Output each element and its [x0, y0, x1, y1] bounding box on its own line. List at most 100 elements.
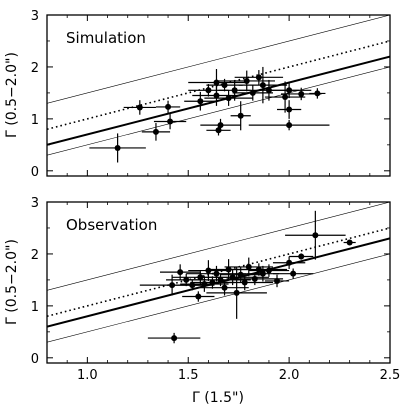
observation-point-marker: [237, 271, 244, 278]
simulation-data-point: [277, 100, 302, 119]
simulation-point-marker: [205, 87, 212, 94]
simulation-reference-line-solid-thick: [47, 55, 390, 146]
simulation-data-point: [155, 100, 181, 114]
observation-x-tick-label: 2.5: [380, 368, 401, 383]
observation-x-tick-label: 1.0: [77, 368, 98, 383]
simulation-point-marker: [282, 94, 289, 101]
simulation-point-marker: [136, 104, 143, 111]
observation-point-marker: [245, 263, 252, 270]
simulation-point-marker: [215, 127, 222, 134]
simulation-point-marker: [114, 144, 121, 151]
observation-point-marker: [312, 232, 319, 239]
simulation-point-marker: [298, 90, 305, 97]
observation-x-tick-label: 2.0: [279, 368, 300, 383]
simulation-axes-frame: [46, 14, 391, 177]
observation-data-point: [272, 268, 314, 279]
observation-point-marker: [346, 239, 353, 246]
simulation-reference-lines: [47, 15, 390, 156]
simulation-data-point: [123, 100, 156, 115]
simulation-y-tick-label: 1: [31, 113, 39, 128]
simulation-data-point: [89, 133, 146, 163]
observation-x-tick-label: 1.5: [178, 368, 199, 383]
observation-point-marker: [259, 270, 266, 277]
observation-y-tick-label: 1: [31, 300, 39, 315]
observation-data-point: [285, 210, 346, 260]
observation-point-marker: [265, 267, 272, 274]
simulation-point-marker: [213, 92, 220, 99]
simulation-point-marker: [255, 74, 262, 81]
simulation-panel-title: Simulation: [66, 29, 146, 47]
simulation-data-point: [218, 70, 275, 92]
simulation-point-marker: [225, 95, 232, 102]
simulation-point-marker: [286, 122, 293, 129]
simulation-point-marker: [259, 82, 266, 89]
observation-point-marker: [298, 253, 305, 260]
observation-reference-line-solid-thin: [47, 202, 390, 291]
observation-y-tick-label: 2: [31, 248, 39, 263]
observation-panel: 1.0 1.5 2.0 2.5 0 1 2 3 Observation Γ (0.5−2.0"…: [4, 196, 400, 406]
observation-point-marker: [209, 279, 216, 286]
observation-data-point: [182, 291, 215, 302]
simulation-point-marker: [167, 118, 174, 125]
simulation-data-point: [192, 85, 241, 106]
simulation-point-marker: [286, 87, 293, 94]
observation-data-point: [216, 274, 273, 291]
simulation-data-point: [266, 82, 312, 99]
simulation-point-marker: [249, 89, 256, 96]
simulation-reference-line-solid-thin: [47, 15, 390, 104]
observation-point-marker: [205, 267, 212, 274]
simulation-y-tick-label: 0: [31, 165, 39, 180]
observation-point-marker: [233, 289, 240, 296]
observation-data-point: [226, 272, 284, 286]
observation-data-point: [272, 256, 306, 269]
simulation-point-marker: [152, 128, 159, 135]
simulation-reference-line-dotted: [47, 40, 390, 131]
observation-data-points: [139, 210, 356, 344]
simulation-data-point: [309, 88, 326, 99]
observation-point-marker: [290, 270, 297, 277]
simulation-data-point: [238, 66, 288, 104]
observation-data-point: [248, 264, 290, 277]
simulation-point-marker: [221, 82, 228, 89]
observation-data-point: [289, 253, 314, 260]
simulation-point-marker: [231, 87, 238, 94]
simulation-point-marker: [237, 112, 244, 119]
observation-point-marker: [241, 279, 248, 286]
observation-reference-line-solid-thin: [47, 253, 390, 343]
simulation-ticks: 0 1 2 3: [31, 9, 391, 180]
simulation-data-point: [234, 70, 284, 85]
simulation-point-marker: [286, 106, 293, 113]
observation-ticks: 1.0 1.5 2.0 2.5 0 1 2 3: [31, 196, 401, 383]
observation-point-marker: [195, 293, 202, 300]
observation-data-point: [170, 279, 215, 291]
observation-y-tick-label: 3: [31, 196, 39, 211]
observation-y-axis-label: Γ (0.5−2.0"): [4, 239, 20, 325]
observation-panel-title: Observation: [66, 216, 157, 234]
observation-y-tick-label: 0: [31, 352, 39, 367]
simulation-point-marker: [243, 77, 250, 84]
simulation-point-marker: [197, 98, 204, 105]
simulation-reference-line-solid-thin: [47, 66, 390, 156]
observation-point-marker: [213, 270, 220, 277]
simulation-y-tick-label: 3: [31, 9, 39, 24]
observation-point-marker: [177, 269, 184, 276]
observation-point-marker: [171, 335, 178, 342]
simulation-point-marker: [213, 79, 220, 86]
observation-point-marker: [286, 259, 293, 266]
simulation-data-point: [230, 101, 251, 131]
simulation-point-marker: [314, 90, 321, 97]
observation-data-point: [206, 266, 267, 319]
simulation-data-point: [153, 113, 187, 130]
simulation-y-tick-label: 2: [31, 61, 39, 76]
simulation-panel: 0 1 2 3 Simulation Γ (0.5−2.0"): [4, 9, 391, 180]
observation-data-point: [147, 332, 201, 344]
observation-point-marker: [251, 275, 258, 282]
simulation-y-axis-label: Γ (0.5−2.0"): [4, 52, 20, 138]
observation-point-marker: [221, 284, 228, 291]
observation-point-marker: [183, 276, 190, 283]
observation-data-point: [264, 274, 290, 288]
simulation-data-point: [232, 85, 273, 101]
simulation-data-points: [89, 66, 330, 163]
observation-data-point: [343, 239, 356, 246]
